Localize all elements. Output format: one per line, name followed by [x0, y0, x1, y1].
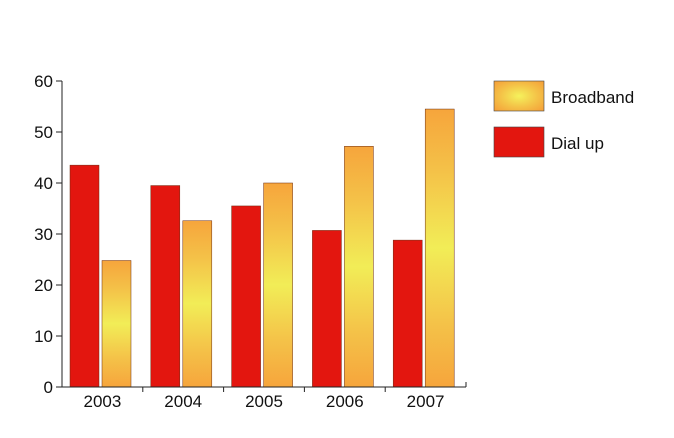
x-tick-label: 2004 — [164, 392, 202, 411]
legend-item-dial-up: Dial up — [493, 126, 604, 158]
y-tick-label: 10 — [34, 327, 53, 346]
bar-broadband-2007 — [424, 108, 455, 388]
bar-broadband-2005 — [263, 182, 293, 388]
y-tick-label: 20 — [34, 276, 53, 295]
bar-dial-up-2005 — [231, 205, 261, 388]
y-tick-label: 50 — [34, 123, 53, 142]
bar-dial-up-2004 — [150, 185, 181, 388]
x-tick-label: 2005 — [245, 392, 283, 411]
legend-label-dial-up: Dial up — [551, 134, 604, 153]
legend-item-broadband: Broadband — [493, 80, 634, 112]
x-tick-label: 2007 — [407, 392, 445, 411]
y-axis-ticks: 0 10 20 30 40 50 60 — [34, 72, 62, 397]
y-tick-label: 0 — [44, 378, 53, 397]
bars-group — [69, 108, 455, 388]
bar-broadband-2004 — [182, 220, 213, 388]
y-tick-label: 40 — [34, 174, 53, 193]
bar-dial-up-2007 — [392, 239, 423, 388]
x-axis-ticks: 2003 2004 2005 2006 2007 — [83, 382, 467, 411]
legend-swatch-dial-up — [493, 126, 545, 158]
y-tick-label: 30 — [34, 225, 53, 244]
x-tick-label: 2003 — [83, 392, 121, 411]
bar-dial-up-2006 — [312, 230, 342, 388]
bar-broadband-2006 — [344, 146, 374, 388]
x-tick-label: 2006 — [326, 392, 364, 411]
legend: Broadband Dial up — [493, 80, 634, 158]
plot-area: 0 10 20 30 40 50 60 2003 2004 2005 2006 2007 — [34, 72, 467, 411]
legend-label-broadband: Broadband — [551, 88, 634, 107]
y-tick-label: 60 — [34, 72, 53, 91]
bar-dial-up-2003 — [69, 164, 100, 388]
bar-broadband-2003 — [101, 260, 132, 388]
legend-swatch-broadband — [493, 80, 545, 112]
